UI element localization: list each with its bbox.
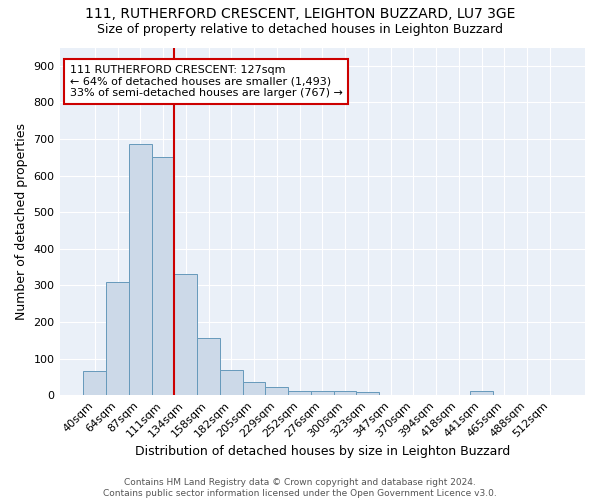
Bar [242,382,265,395]
Bar [152,158,175,395]
Bar [175,274,197,395]
Bar [265,387,288,395]
Bar [356,392,379,395]
Text: Size of property relative to detached houses in Leighton Buzzard: Size of property relative to detached ho… [97,22,503,36]
Bar [106,282,129,395]
Text: Contains HM Land Registry data © Crown copyright and database right 2024.
Contai: Contains HM Land Registry data © Crown c… [103,478,497,498]
Bar [470,390,493,395]
Y-axis label: Number of detached properties: Number of detached properties [15,123,28,320]
Bar [288,390,311,395]
Text: 111, RUTHERFORD CRESCENT, LEIGHTON BUZZARD, LU7 3GE: 111, RUTHERFORD CRESCENT, LEIGHTON BUZZA… [85,8,515,22]
X-axis label: Distribution of detached houses by size in Leighton Buzzard: Distribution of detached houses by size … [134,444,510,458]
Bar [334,390,356,395]
Bar [197,338,220,395]
Bar [311,390,334,395]
Bar [129,144,152,395]
Bar [83,372,106,395]
Text: 111 RUTHERFORD CRESCENT: 127sqm
← 64% of detached houses are smaller (1,493)
33%: 111 RUTHERFORD CRESCENT: 127sqm ← 64% of… [70,65,343,98]
Bar [220,370,242,395]
